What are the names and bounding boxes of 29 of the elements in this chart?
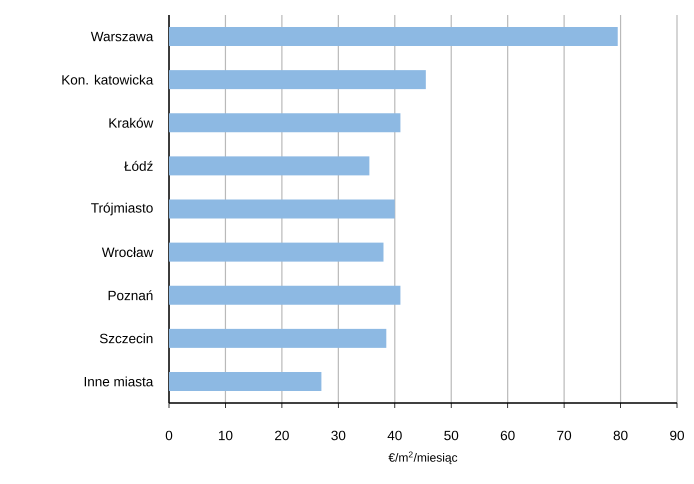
- bar: [169, 27, 618, 46]
- y-tick-label: Inne miasta: [84, 376, 154, 386]
- bar: [169, 242, 384, 262]
- y-tick-label: Trójmiasto: [91, 202, 153, 216]
- bar: [169, 113, 400, 132]
- y-tick-label: Łódź: [124, 160, 153, 171]
- x-tick-label: 50: [444, 430, 458, 440]
- y-tick-label: Szczecin: [100, 333, 152, 344]
- y-tick-label: Kraków: [109, 118, 154, 128]
- y-tick-label: Wrocław: [102, 247, 154, 258]
- bar: [169, 286, 400, 305]
- x-tick-label: 0: [166, 430, 172, 440]
- bar: [169, 156, 370, 176]
- y-tick-label: Warszawa: [90, 32, 154, 42]
- y-tick-label: Kon. katowicka: [62, 74, 154, 85]
- bar: [169, 200, 395, 219]
- x-tick-label: 60: [500, 430, 515, 440]
- y-tick-label: Poznań: [108, 290, 152, 300]
- x-tick-label: 20: [275, 430, 289, 440]
- x-tick-label: 70: [557, 430, 572, 440]
- x-tick-label: 30: [331, 430, 346, 440]
- x-tick-label: 80: [614, 430, 628, 440]
- x-axis-title: €/m$^{2}$/miesiąc: [388, 451, 458, 464]
- bar: [169, 328, 386, 348]
- bar: [169, 372, 322, 391]
- x-tick-label: 90: [670, 430, 684, 440]
- x-tick-label: 40: [388, 430, 402, 440]
- bar: [169, 70, 426, 90]
- x-tick-label: 10: [218, 430, 232, 440]
